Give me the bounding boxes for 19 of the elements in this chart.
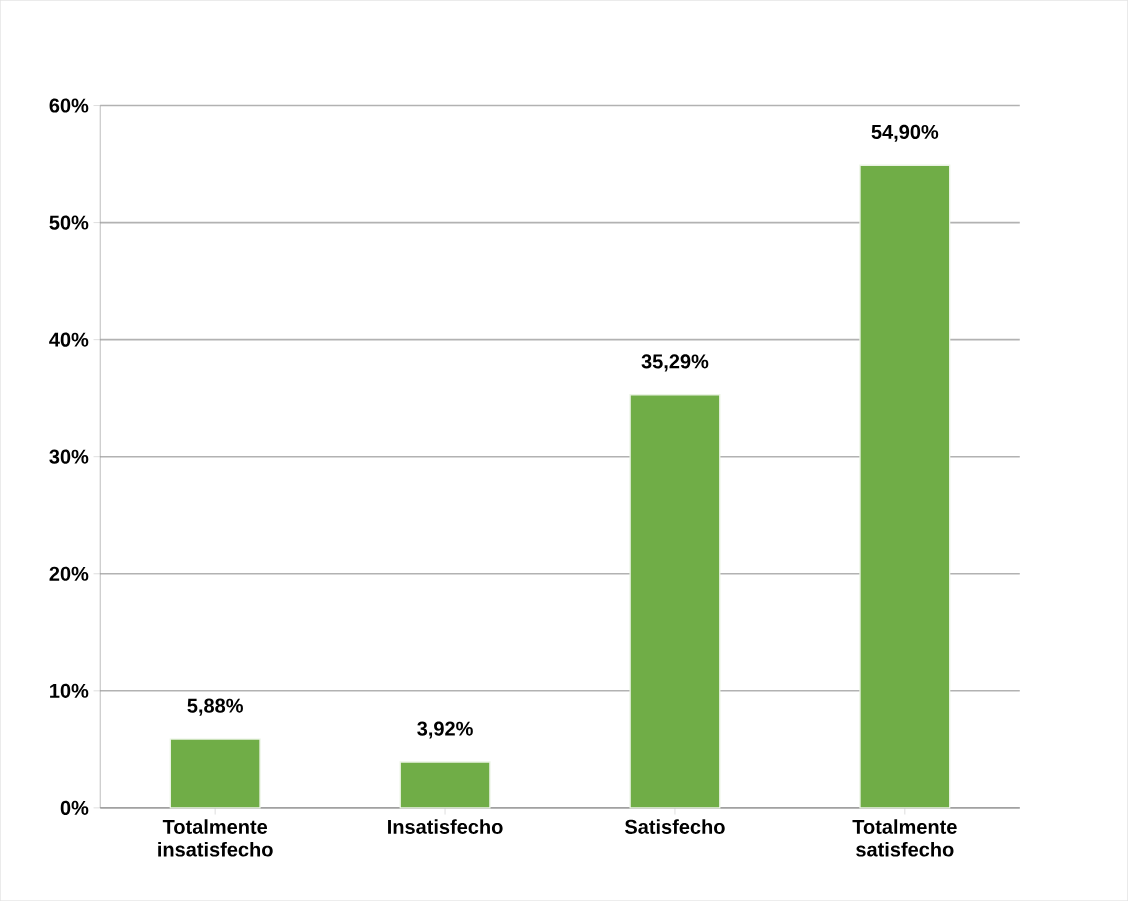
y-tick-label: 20% [49,566,89,581]
x-tick-label: Insatisfecho [388,819,503,834]
y-tick-label: 30% [49,449,89,464]
bar [629,394,721,809]
y-tick-label: 40% [49,332,89,347]
bar [169,738,261,809]
data-label: 3,92% [417,721,473,739]
x-tick-label: Totalmente insatisfecho [158,819,273,857]
x-tick-label: Totalmente satisfecho [852,819,957,857]
y-tick-label: 10% [50,683,89,698]
y-tick-label: 50% [49,215,89,230]
bar [399,761,491,809]
data-label: 54,90% [871,124,939,142]
x-tick-label: Satisfecho [624,819,725,834]
data-label: 35,29% [641,354,709,372]
bar [859,164,951,809]
y-tick-label: 0% [60,800,89,815]
y-tick-label: 60% [49,98,89,113]
data-label: 5,88% [187,698,243,716]
